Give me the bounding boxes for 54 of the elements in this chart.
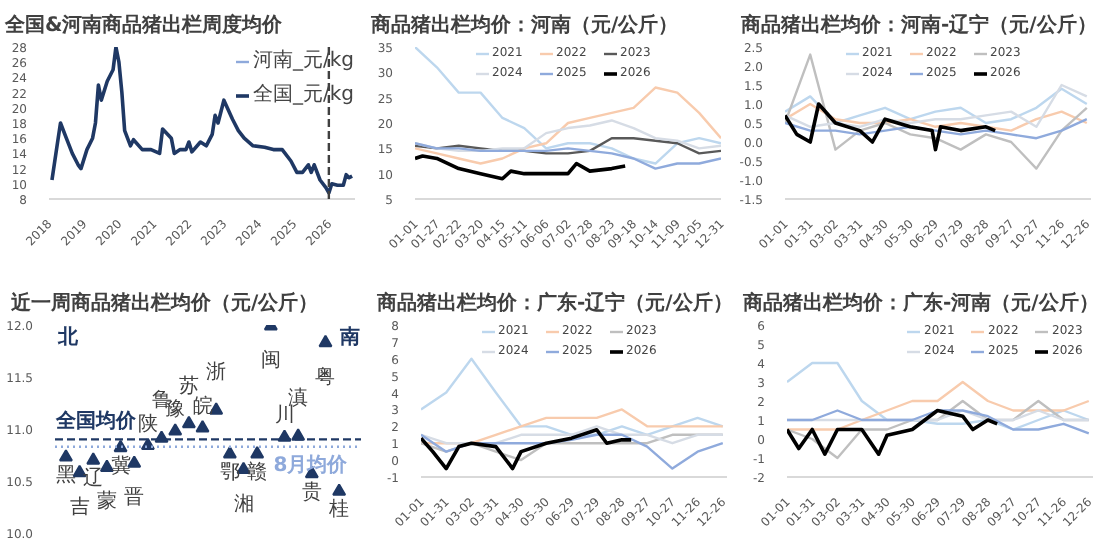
point <box>332 483 347 496</box>
line-series <box>785 102 1088 132</box>
chart-title: 商品猪出栏均价：广东-河南（元/公斤） <box>741 291 1099 315</box>
line-series <box>421 408 724 445</box>
point <box>168 423 183 436</box>
chart-title: 全国&河南商品猪出栏周度均价 <box>3 13 285 37</box>
line-series <box>50 47 354 195</box>
point <box>181 415 196 429</box>
line-series <box>787 361 1090 431</box>
x-tick-label: 苏 <box>178 373 199 398</box>
line-series <box>787 409 1090 435</box>
line-series <box>785 53 1088 170</box>
point <box>318 334 333 348</box>
point <box>250 446 265 459</box>
line-series <box>785 102 997 152</box>
x-tick-label: 贵 <box>301 479 322 504</box>
x-tick-label: 浙 <box>206 360 227 385</box>
line-series <box>415 47 721 165</box>
legend-label: 河南_元/kg <box>252 47 354 74</box>
ref-line-label: 全国均价 <box>54 409 139 434</box>
chart-title: 近一周商品猪出栏均价（元/公斤） <box>9 291 319 315</box>
point <box>86 452 101 465</box>
ref-line-label: 8月均价 <box>273 452 350 477</box>
x-tick-label: 皖 <box>192 393 213 418</box>
x-tick-label: 桂 <box>327 497 350 522</box>
x-tick-label: 陕 <box>137 411 158 436</box>
x-tick-label: 黑 <box>55 465 76 488</box>
legend-label: 全国_元/kg <box>252 82 354 108</box>
x-tick-label: 吉 <box>69 494 90 519</box>
line-series <box>787 408 999 456</box>
point <box>58 449 73 462</box>
line-series <box>787 380 1090 431</box>
annotation: 北 <box>55 325 80 349</box>
chart-title: 商品猪出栏均价：河南-辽宁（元/公斤） <box>739 13 1097 37</box>
chart-title: 商品猪出栏均价：广东-辽宁（元/公斤） <box>375 291 733 315</box>
x-tick-label: 赣 <box>247 459 268 484</box>
line-series <box>415 154 627 181</box>
point <box>222 446 237 459</box>
x-tick-label: 晋 <box>124 487 145 510</box>
x-tick-label: 湘 <box>233 491 254 516</box>
line-series <box>415 142 721 170</box>
line-series <box>415 86 721 165</box>
chart-title: 商品猪出栏均价：河南（元/公斤） <box>369 13 679 37</box>
line-series <box>421 357 724 436</box>
point <box>195 420 210 433</box>
line-series <box>421 433 724 470</box>
line-series <box>421 427 633 471</box>
x-tick-label: 闽 <box>260 348 281 373</box>
x-tick-label: 辽 <box>83 466 104 491</box>
line-series <box>785 118 1088 140</box>
x-tick-label: 鄂 <box>219 461 240 484</box>
x-tick-label: 粤 <box>315 364 336 389</box>
annotation: 南 <box>337 325 360 349</box>
x-tick-label: 蒙 <box>96 489 117 514</box>
